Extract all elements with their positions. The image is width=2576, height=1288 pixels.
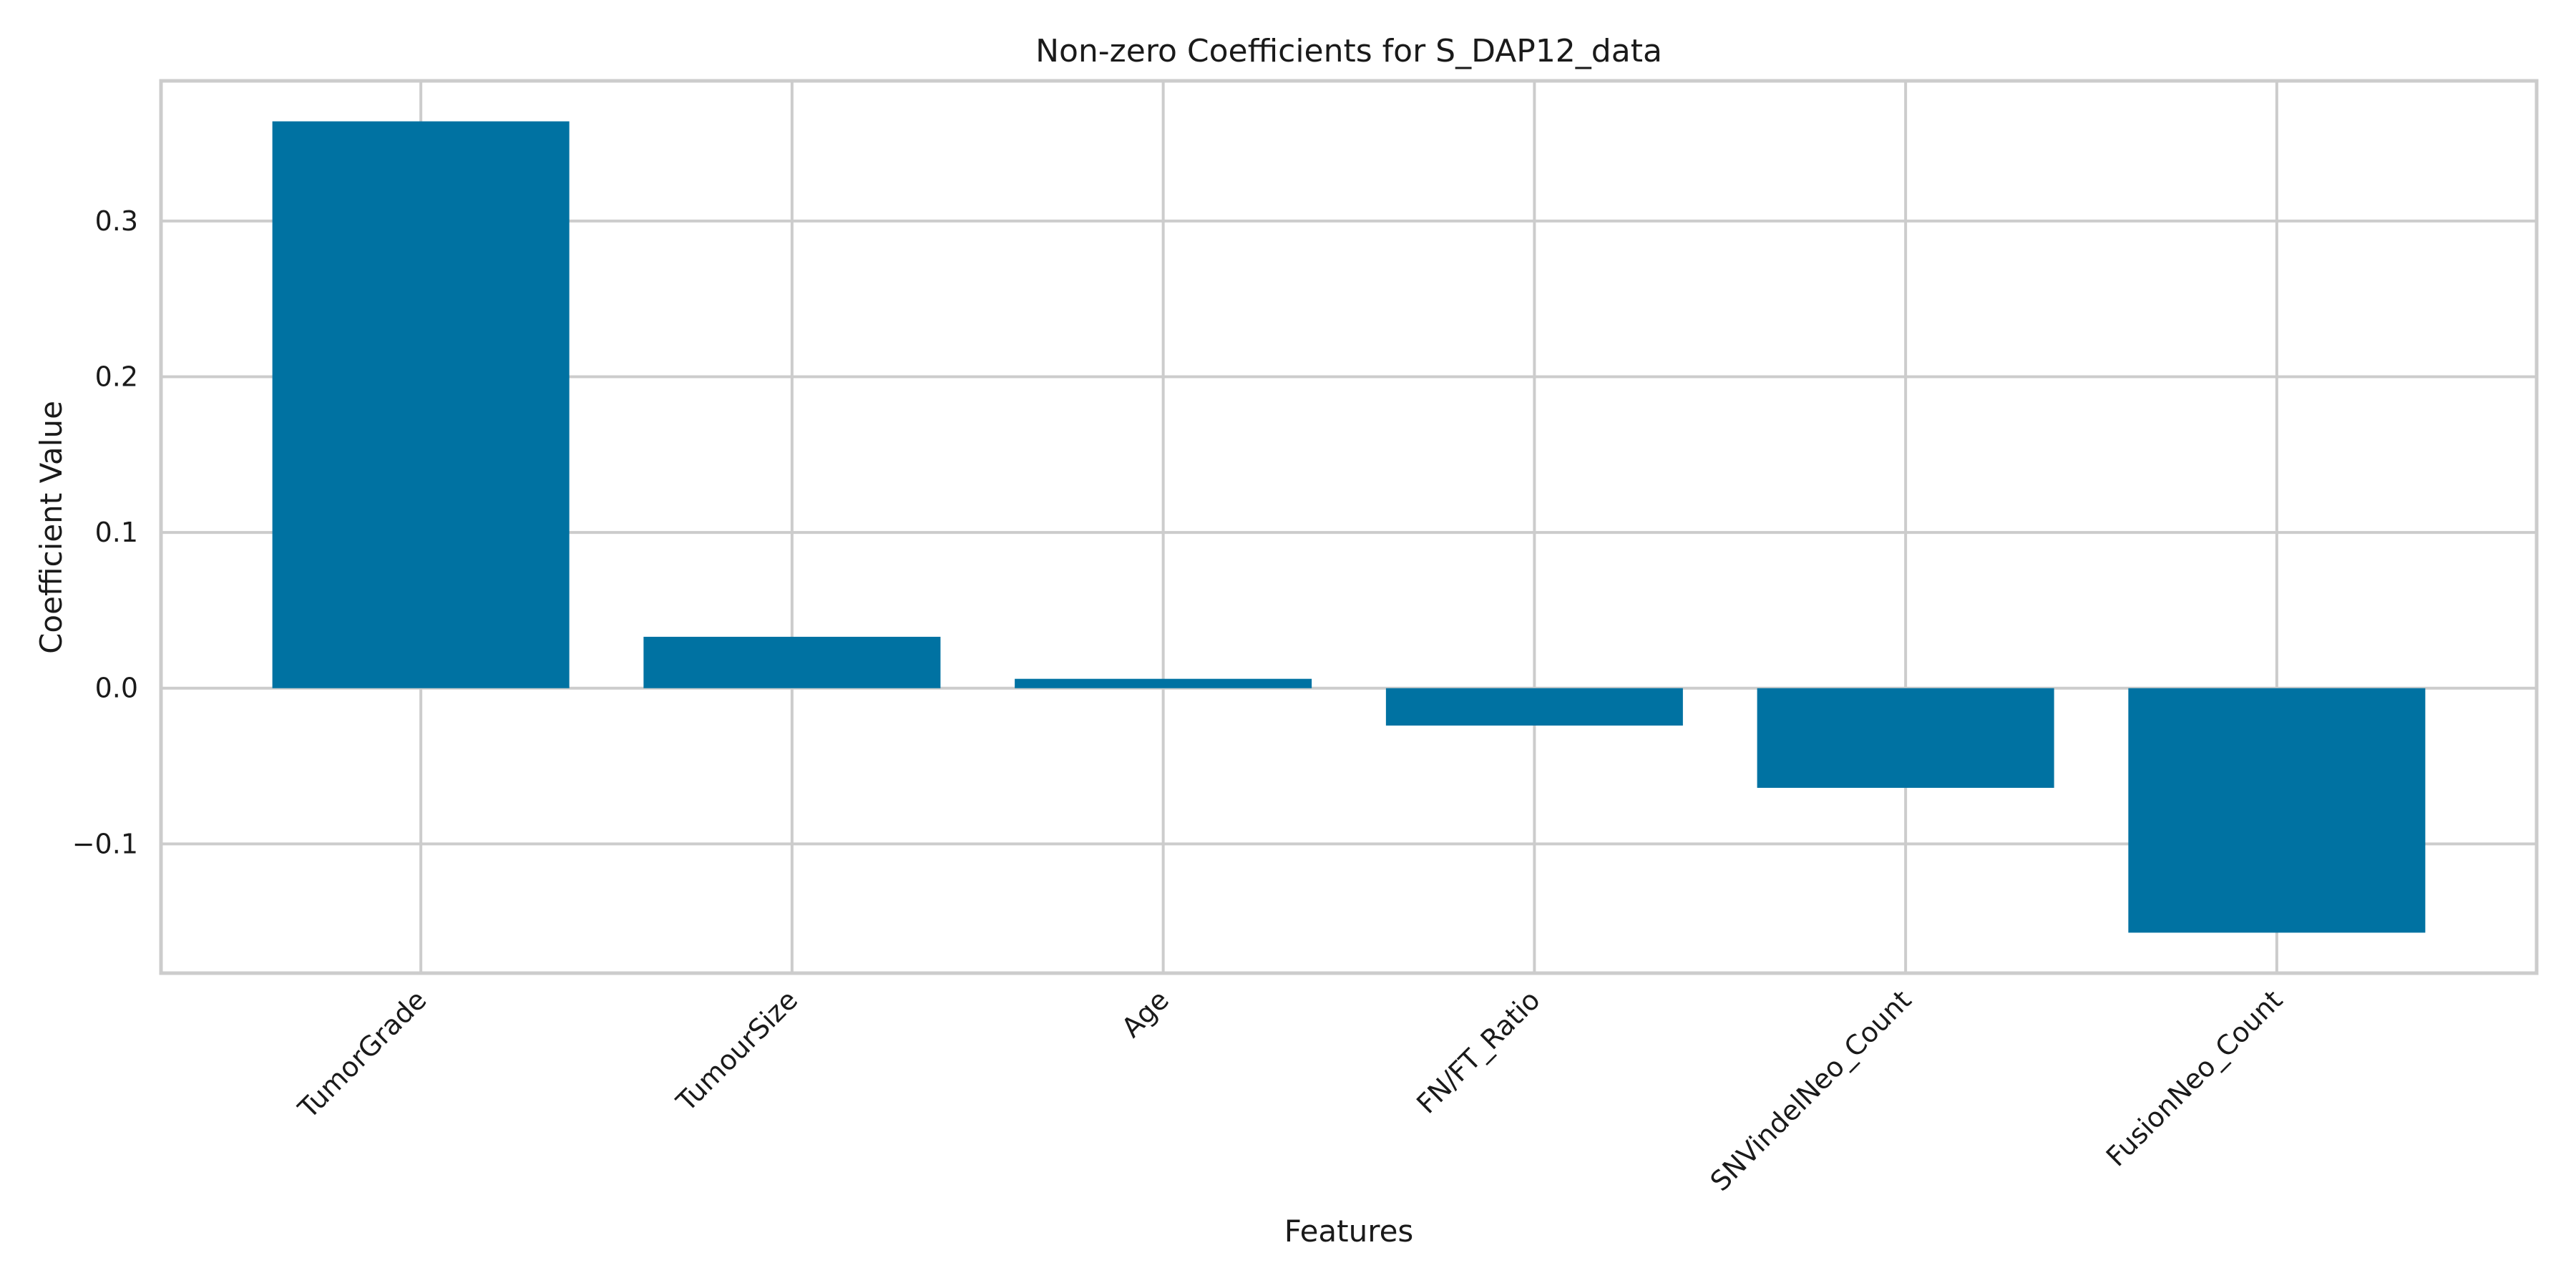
plot-frame [159,79,2539,975]
y-tick-label: 0.0 [95,673,138,704]
x-tick-label: TumorGrade [292,984,433,1125]
y-tick-labels: −0.1 0.0 0.1 0.2 0.3 [72,205,138,860]
y-axis-label: Coefficient Value [34,401,69,654]
y-tick-label: 0.3 [95,205,138,237]
x-axis-label: Features [1284,1214,1414,1249]
bar [1385,688,1683,726]
y-tick-label: −0.1 [72,828,138,859]
x-tick-labels: TumorGrade TumourSize Age FN/FT_Ratio SNVind… [292,984,2289,1197]
bar [272,121,570,688]
x-tick-label: Age [1116,984,1175,1043]
y-tick-label: 0.2 [95,361,138,392]
x-tick-label: FN/FT_Ratio [1410,984,1546,1120]
x-tick-label: SNVindelNeo_Count [1704,984,1918,1197]
bar [1757,688,2054,789]
x-tick-label: TumourSize [670,984,804,1118]
bars [272,121,2426,933]
bar [1015,678,1312,688]
bar [2128,688,2426,933]
y-tick-label: 0.1 [95,517,138,548]
bar [643,636,941,688]
x-tick-label: FusionNeo_Count [2100,984,2288,1172]
chart-title: Non-zero Coefficients for S_DAP12_data [1035,33,1662,69]
